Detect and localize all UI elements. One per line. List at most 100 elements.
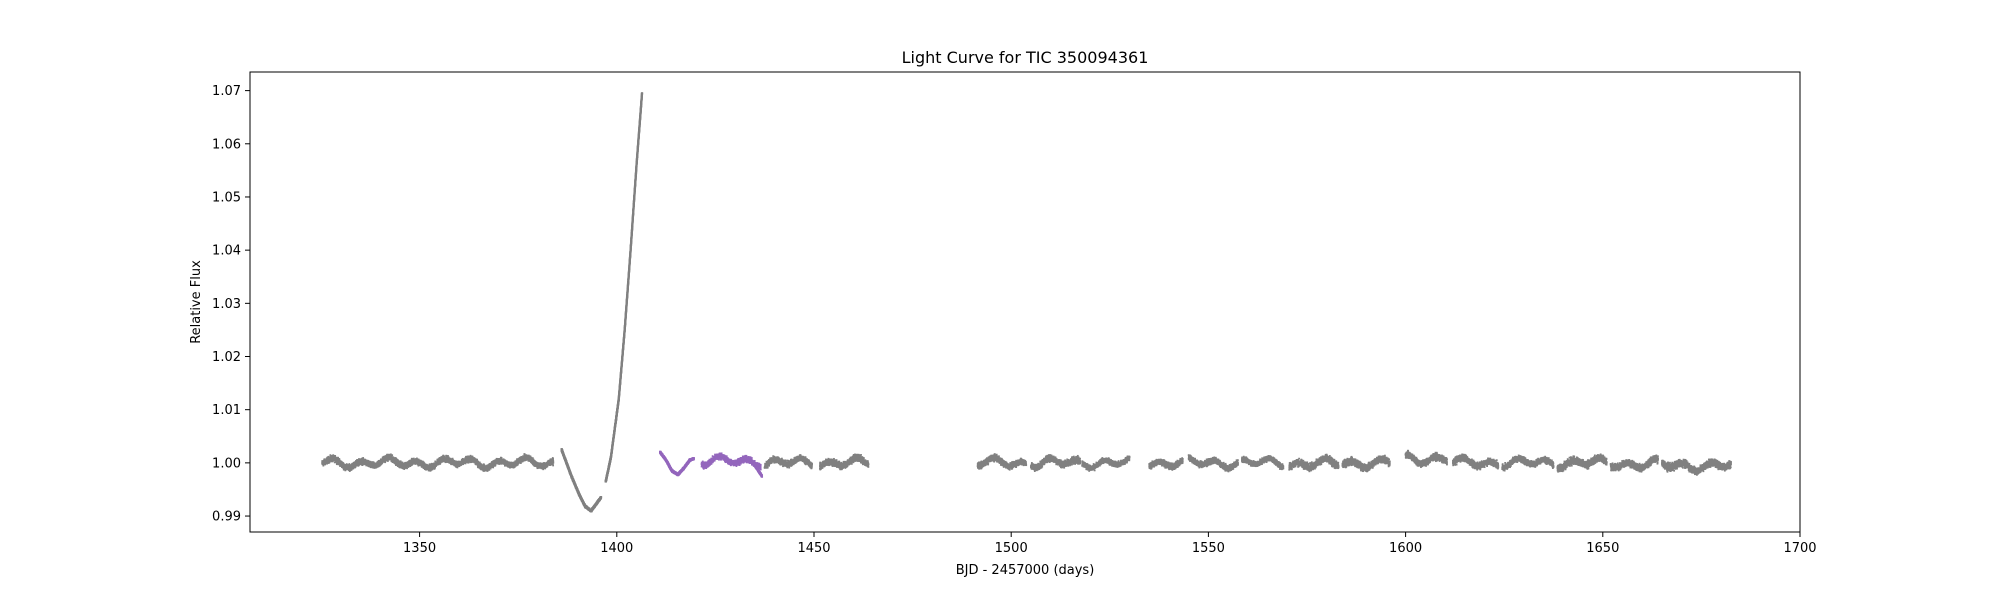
- data-point: [506, 460, 509, 463]
- data-point: [350, 468, 353, 471]
- data-point: [323, 458, 326, 461]
- data-point: [542, 468, 545, 471]
- data-point: [455, 460, 457, 463]
- data-point: [411, 463, 414, 465]
- data-point: [476, 458, 479, 461]
- data-point: [437, 462, 440, 465]
- data-point: [429, 468, 432, 471]
- data-point: [434, 460, 437, 463]
- data-point: [371, 461, 373, 464]
- data-point: [552, 460, 555, 462]
- data-point: [546, 465, 549, 468]
- data-point: [378, 465, 381, 467]
- data-point: [352, 467, 355, 470]
- data-point: [500, 456, 503, 459]
- data-point: [386, 460, 389, 462]
- data-point: [516, 458, 519, 460]
- data-point: [423, 468, 426, 471]
- data-point: [384, 461, 387, 464]
- data-point: [345, 463, 348, 466]
- data-point: [391, 461, 394, 464]
- data-point: [420, 460, 423, 463]
- data-point: [391, 454, 394, 457]
- data-point: [531, 457, 534, 460]
- data-point: [489, 467, 492, 470]
- data-point: [388, 453, 391, 456]
- data-point: [524, 459, 527, 462]
- data-point: [494, 464, 497, 467]
- data-point: [468, 456, 471, 458]
- data-point: [422, 461, 425, 464]
- data-point: [465, 455, 467, 458]
- data-point: [324, 462, 327, 465]
- data-point: [404, 461, 407, 464]
- data-point: [369, 461, 372, 463]
- data-point: [551, 457, 554, 459]
- data-point: [486, 469, 489, 472]
- data-point: [552, 464, 555, 467]
- data-point: [483, 469, 486, 472]
- data-point: [348, 463, 351, 465]
- data-point: [519, 462, 522, 464]
- data-point: [409, 465, 411, 468]
- data-point: [527, 454, 530, 457]
- data-point: [403, 468, 406, 470]
- data-point: [447, 455, 449, 457]
- data-point: [438, 457, 441, 459]
- data-point: [401, 461, 404, 464]
- data-point: [409, 463, 411, 466]
- data-point: [455, 466, 458, 468]
- data-point: [537, 462, 540, 465]
- data-point: [505, 464, 507, 467]
- data-point: [360, 463, 362, 465]
- data-point: [337, 457, 339, 459]
- data-point: [478, 461, 481, 464]
- data-point: [344, 469, 347, 472]
- data-point: [329, 454, 332, 457]
- data-point: [523, 453, 526, 455]
- data-point: [338, 458, 341, 461]
- data-point: [552, 458, 554, 460]
- data-point: [327, 462, 329, 464]
- data-point: [392, 456, 395, 459]
- data-point: [437, 458, 440, 460]
- data-point: [477, 466, 480, 469]
- data-point: [433, 462, 436, 465]
- data-point: [477, 460, 480, 463]
- data-point: [362, 462, 364, 465]
- data-point: [412, 457, 415, 460]
- data-point: [424, 463, 426, 466]
- data-point: [492, 466, 495, 469]
- data-point: [416, 457, 418, 460]
- data-point: [332, 459, 335, 462]
- data-point: [466, 456, 469, 459]
- data-point: [429, 469, 432, 472]
- data-point: [473, 457, 476, 459]
- data-point: [326, 462, 328, 465]
- data-point: [451, 457, 454, 460]
- data-point: [361, 464, 364, 466]
- data-point: [406, 467, 408, 470]
- data-point: [362, 457, 365, 459]
- data-point: [439, 462, 442, 464]
- data-point: [411, 457, 414, 460]
- data-point: [430, 462, 433, 465]
- data-point: [358, 458, 360, 460]
- data-points-layer: [321, 92, 1732, 513]
- data-point: [389, 453, 392, 456]
- data-point: [367, 459, 369, 462]
- data-point: [456, 466, 459, 469]
- data-point: [483, 464, 486, 467]
- data-point: [348, 468, 350, 471]
- data-point: [372, 461, 375, 464]
- data-point: [520, 455, 523, 458]
- data-point: [599, 496, 603, 499]
- data-point: [342, 468, 345, 471]
- data-point: [348, 470, 351, 472]
- data-point: [429, 463, 432, 466]
- data-point: [462, 463, 465, 466]
- series-0: [321, 92, 1732, 513]
- data-point: [460, 464, 462, 467]
